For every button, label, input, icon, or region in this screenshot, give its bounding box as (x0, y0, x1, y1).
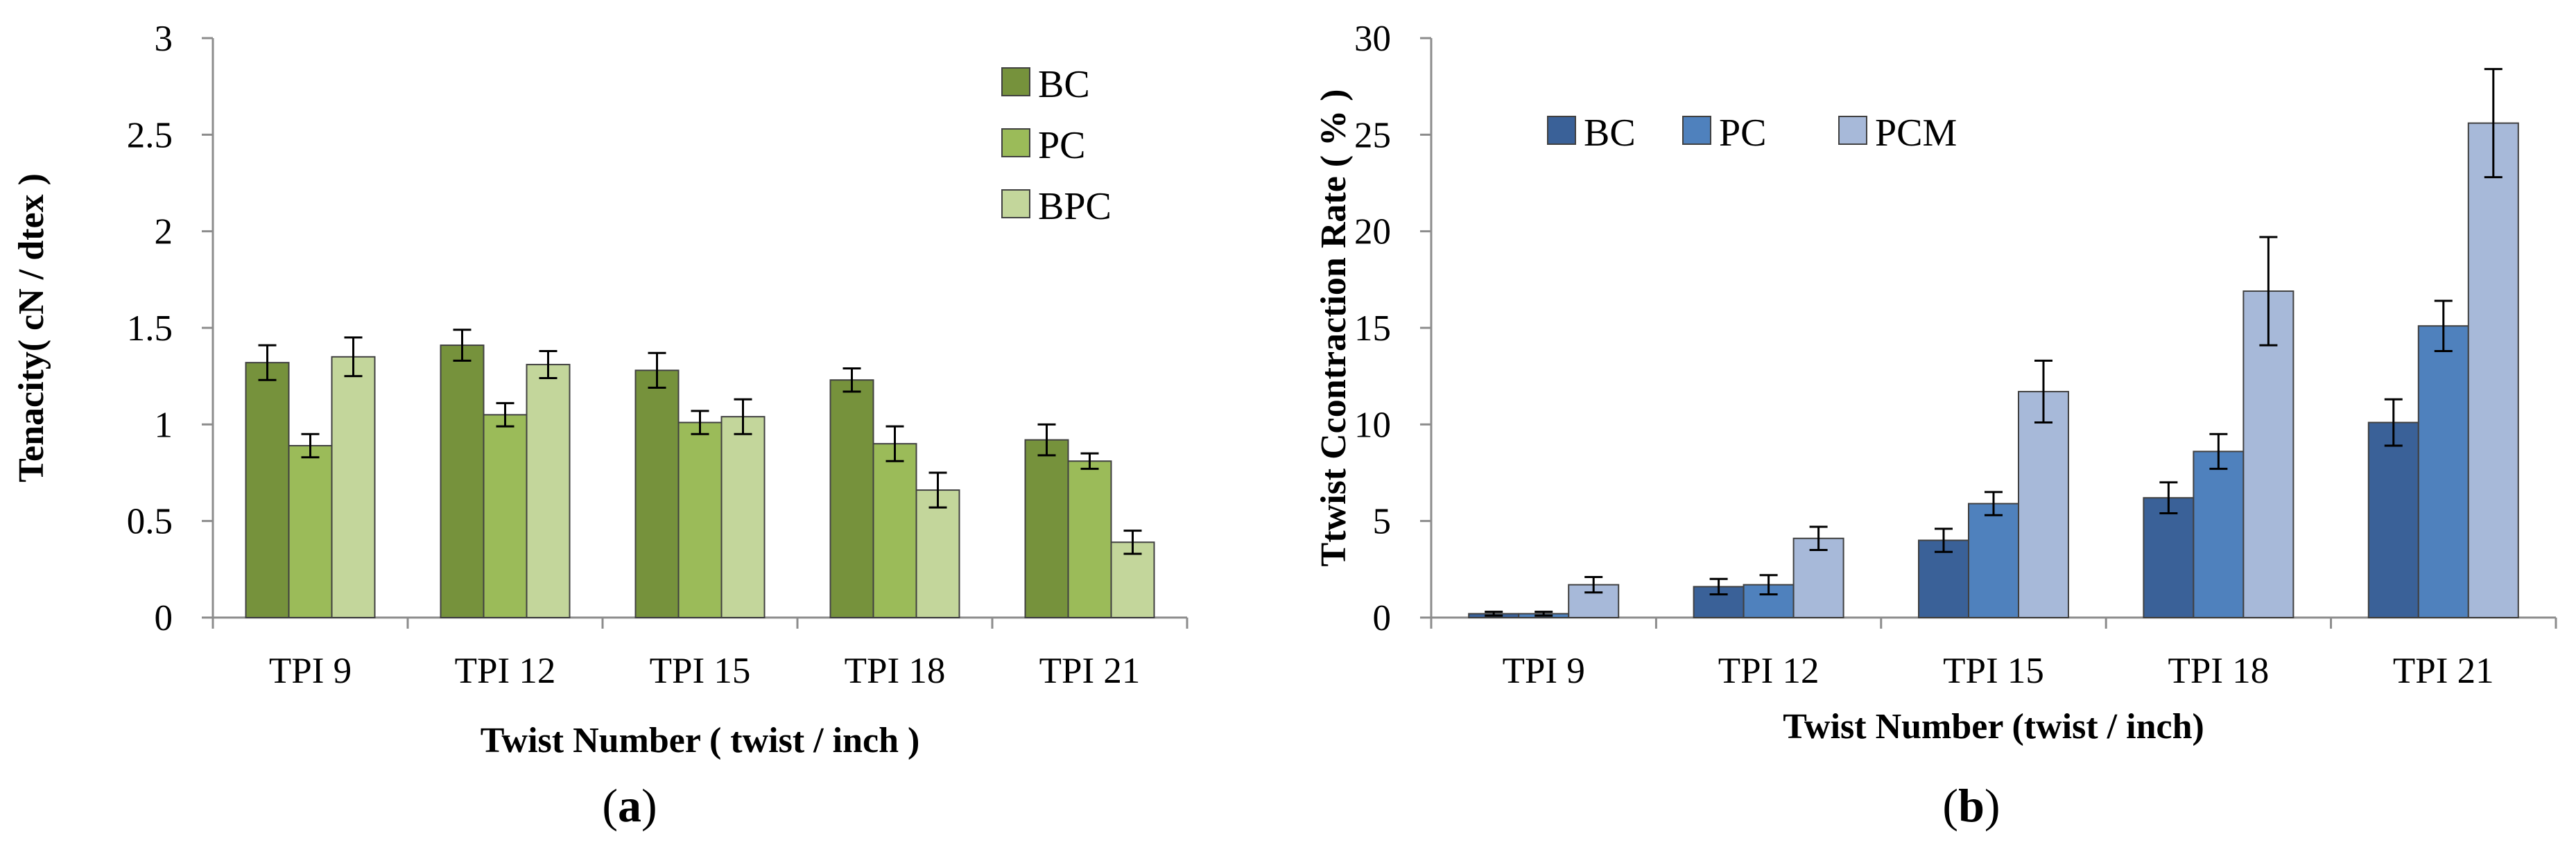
chart-b-y-tick-label: 15 (1354, 308, 1391, 349)
chart-a-y-tick-label: 0 (155, 598, 173, 638)
chart-a-y-tick-label: 2 (155, 212, 173, 252)
chart-a-bar-pc (288, 444, 333, 619)
chart-a-x-tick-label: TPI 9 (269, 651, 352, 691)
chart-a-bar-pc (677, 421, 723, 619)
chart-a-legend-swatch (1001, 189, 1030, 218)
chart-a-bar-pc (872, 443, 917, 619)
chart-a-y-tick-label: 1 (155, 405, 173, 445)
chart-a-legend-swatch (1001, 67, 1030, 96)
chart-b-y-tick-label: 20 (1354, 212, 1391, 252)
chart-b-y-axis-title: Ttwist Ccontraction Rate ( % ) (1314, 89, 1354, 567)
chart-b-y-tick-label: 10 (1354, 405, 1391, 445)
chart-a-x-tick-label: TPI 18 (845, 651, 946, 691)
chart-a-y-tick-label: 2.5 (127, 115, 173, 155)
chart-a-legend-label: BPC (1038, 185, 1112, 228)
chart-b-caption: (b) (1942, 779, 2000, 832)
chart-a-bar-bc (440, 344, 485, 618)
chart-b-y-tick-label: 30 (1354, 19, 1391, 59)
chart-b-x-axis-title: Twist Number (twist / inch) (1783, 707, 2204, 746)
chart-a-x-tick-label: TPI 21 (1039, 651, 1141, 691)
chart-b-legend-swatch (1838, 116, 1867, 145)
chart-b-bar-pc (2417, 325, 2469, 618)
chart-b-bar-pc (1968, 503, 2019, 618)
chart-b-bar-bc (2367, 421, 2419, 619)
chart-a-caption-letter: a (618, 779, 641, 832)
chart-b-x-tick-label: TPI 21 (2393, 651, 2494, 691)
chart-b-y-tick-label: 25 (1354, 115, 1391, 155)
chart-a-legend-label: PC (1038, 124, 1086, 167)
chart-a-x-tick-label: TPI 15 (650, 651, 751, 691)
chart-a-legend-label: BC (1038, 63, 1090, 106)
chart-b-legend-swatch (1547, 116, 1576, 145)
chart-b-bar-pc (2193, 451, 2245, 619)
chart-panel-b: 0 5 10 15 20 25 30 TPI 9 TPI 12 TPI 15 TPI 18 TPI 2… (1314, 19, 2557, 832)
chart-a-bar-bpc (720, 416, 766, 618)
chart-b-y-tick-label: 0 (1373, 598, 1392, 638)
chart-b-x-tick-label: TPI 18 (2168, 651, 2270, 691)
chart-b-caption-letter: b (1958, 779, 1985, 832)
chart-b-x-tick-label: TPI 15 (1943, 651, 2044, 691)
chart-a-x-tick-label: TPI 12 (455, 651, 556, 691)
chart-a-bar-bpc (331, 356, 376, 618)
chart-a-caption-open: ( (602, 779, 618, 832)
chart-b-y-tick-label: 5 (1373, 502, 1392, 542)
chart-a-y-tick-label: 1.5 (127, 308, 173, 349)
chart-b-bar-pcm (2467, 122, 2519, 618)
chart-b-legend-swatch (1682, 116, 1711, 145)
chart-a-bar-bc (245, 362, 290, 618)
chart-b-caption-close: ) (1985, 779, 2000, 832)
chart-a-y-tick-label: 3 (155, 19, 173, 59)
chart-b-caption-open: ( (1942, 779, 1958, 832)
chart-a-bar-bpc (526, 363, 571, 618)
chart-b-bar-bc (1693, 586, 1745, 618)
chart-a-y-axis-title: Tenacity( cN / dtex ) (12, 173, 51, 482)
chart-b-legend-label: PCM (1875, 112, 1957, 155)
chart-b-x-tick-label: TPI 12 (1718, 651, 1819, 691)
chart-a-bar-pc (483, 414, 528, 619)
chart-b-legend-label: PC (1719, 112, 1767, 155)
chart-b-bar-pcm (2018, 390, 2069, 619)
chart-a-bar-bc (829, 379, 874, 618)
chart-a-x-axis-title: Twist Number ( twist / inch ) (481, 721, 920, 760)
chart-panel-a: 0 0.5 1 1.5 2 2.5 3 TPI 9 TPI 12 TPI 15 TPI 18 TPI … (12, 19, 1188, 832)
chart-a-legend-swatch (1001, 128, 1030, 157)
chart-a-caption: (a) (602, 779, 657, 832)
chart-b-bar-bc (1918, 539, 1969, 618)
chart-b-bar-bc (2143, 497, 2195, 619)
chart-a-bar-bc (1024, 439, 1069, 618)
chart-a-caption-close: ) (641, 779, 657, 832)
chart-b-x-tick-label: TPI 9 (1503, 651, 1585, 691)
chart-a-y-tick-label: 0.5 (127, 502, 173, 542)
chart-a-bar-bc (634, 369, 680, 618)
chart-a-bar-pc (1067, 460, 1112, 619)
chart-b-legend-label: BC (1584, 112, 1636, 155)
chart-a-bar-bpc (915, 489, 960, 619)
